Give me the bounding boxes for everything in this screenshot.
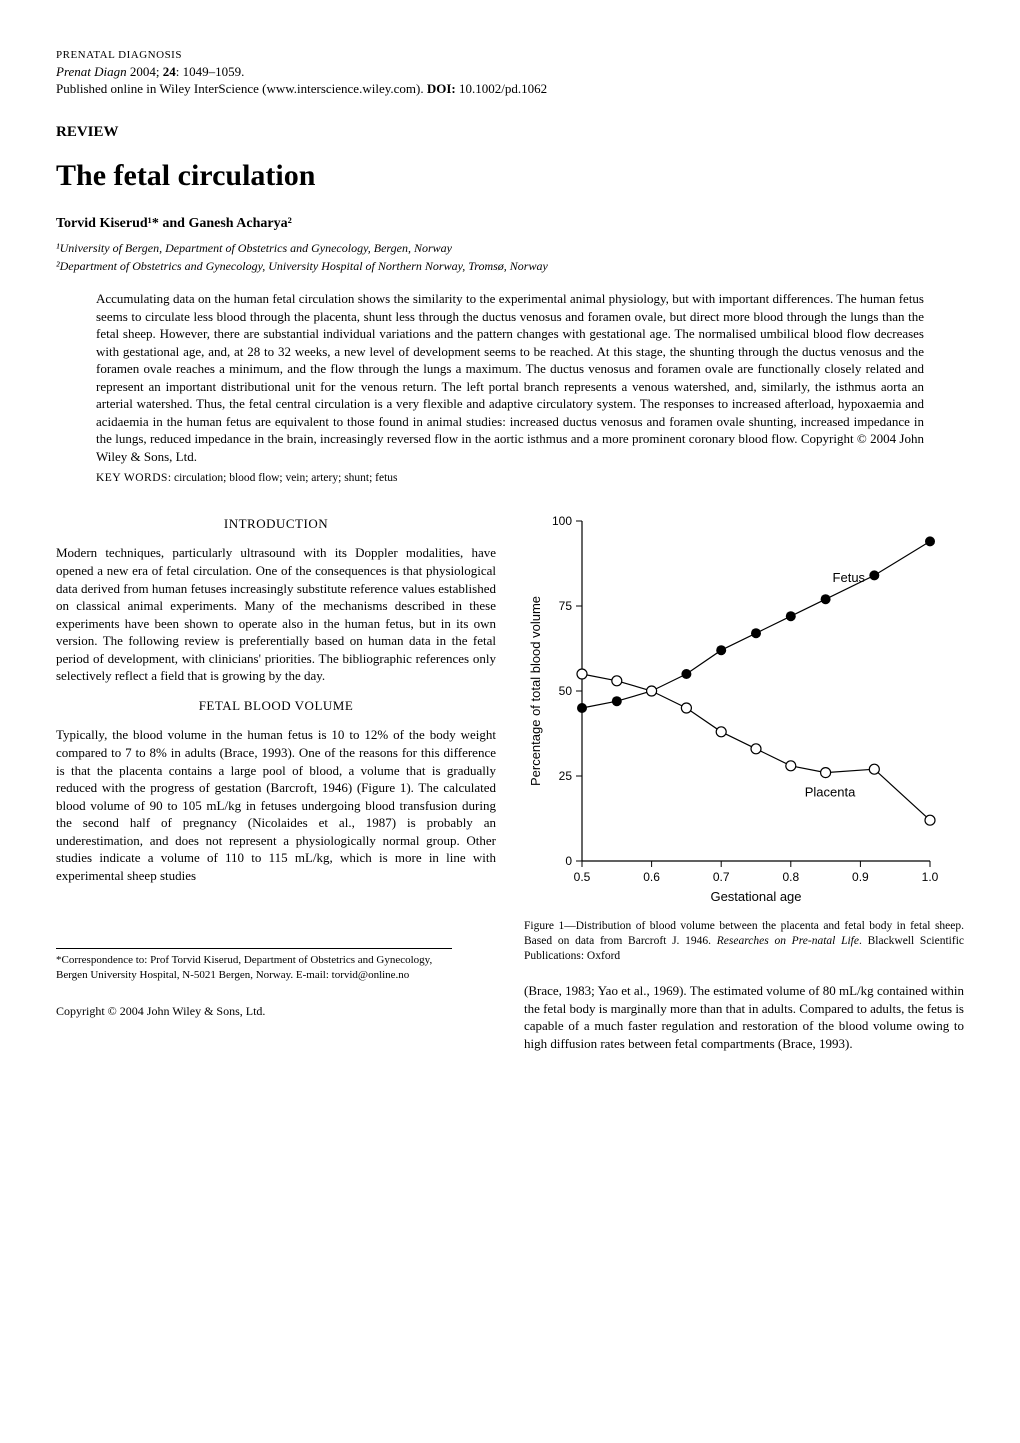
fetal-blood-volume-paragraph: Typically, the blood volume in the human… <box>56 726 496 884</box>
publication-line: Published online in Wiley InterScience (… <box>56 80 964 98</box>
svg-text:Fetus: Fetus <box>833 570 866 585</box>
journal-citation: Prenat Diagn 2004; 24: 1049–1059. <box>56 63 964 81</box>
figure-1-chart: 0.5 0.6 0.7 0.8 0.9 1.0 0 25 50 75 100 Gestational … <box>524 509 944 909</box>
keywords-text: : circulation; blood flow; vein; artery;… <box>168 472 398 484</box>
svg-text:1.0: 1.0 <box>922 870 939 884</box>
affiliation-2: ²Department of Obstetrics and Gynecology… <box>56 258 964 274</box>
figure-1-caption: Figure 1—Distribution of blood volume be… <box>524 919 964 964</box>
copyright-footer: Copyright © 2004 John Wiley & Sons, Ltd. <box>56 1003 496 1019</box>
svg-text:0.8: 0.8 <box>782 870 799 884</box>
affiliation-1: ¹University of Bergen, Department of Obs… <box>56 240 964 256</box>
fetal-blood-volume-heading: FETAL BLOOD VOLUME <box>56 697 496 715</box>
correspondence-footnote: *Correspondence to: Prof Torvid Kiserud,… <box>56 948 452 983</box>
right-column: 0.5 0.6 0.7 0.8 0.9 1.0 0 25 50 75 100 Gestational … <box>524 505 964 1065</box>
figure-1-caption-italic: Researches on Pre-natal Life <box>717 935 859 947</box>
keywords: KEY WORDS: circulation; blood flow; vein… <box>96 471 924 487</box>
journal-name-italic: Prenat Diagn <box>56 64 127 79</box>
article-title: The fetal circulation <box>56 156 964 197</box>
svg-text:0.5: 0.5 <box>574 870 591 884</box>
introduction-paragraph: Modern techniques, particularly ultrasou… <box>56 544 496 684</box>
body-columns: INTRODUCTION Modern techniques, particul… <box>56 505 964 1065</box>
authors: Torvid Kiserud¹* and Ganesh Acharya² <box>56 215 964 234</box>
svg-text:0: 0 <box>565 854 572 868</box>
journal-pages: : 1049–1059. <box>176 64 245 79</box>
svg-text:50: 50 <box>559 684 573 698</box>
abstract: Accumulating data on the human fetal cir… <box>96 290 924 465</box>
left-column: INTRODUCTION Modern techniques, particul… <box>56 505 496 1065</box>
svg-text:0.6: 0.6 <box>643 870 660 884</box>
svg-text:0.9: 0.9 <box>852 870 869 884</box>
journal-volume: 24 <box>163 64 176 79</box>
review-label: REVIEW <box>56 122 964 142</box>
publication-text: Published online in Wiley InterScience (… <box>56 81 427 96</box>
svg-text:25: 25 <box>559 769 573 783</box>
right-column-paragraph: (Brace, 1983; Yao et al., 1969). The est… <box>524 982 964 1052</box>
journal-name-caps: PRENATAL DIAGNOSIS <box>56 48 964 63</box>
introduction-heading: INTRODUCTION <box>56 515 496 533</box>
keywords-label: KEY WORDS <box>96 472 168 484</box>
figure-1: 0.5 0.6 0.7 0.8 0.9 1.0 0 25 50 75 100 Gestational … <box>524 509 964 964</box>
svg-text:Placenta: Placenta <box>805 784 856 799</box>
journal-year: 2004; <box>130 64 160 79</box>
svg-text:Percentage of total blood volu: Percentage of total blood volume <box>528 596 543 786</box>
doi-value: 10.1002/pd.1062 <box>456 81 547 96</box>
doi-label: DOI: <box>427 81 456 96</box>
svg-text:100: 100 <box>552 514 572 528</box>
svg-text:Gestational age: Gestational age <box>710 889 801 904</box>
svg-text:0.7: 0.7 <box>713 870 730 884</box>
journal-header: PRENATAL DIAGNOSIS Prenat Diagn 2004; 24… <box>56 48 964 98</box>
svg-text:75: 75 <box>559 599 573 613</box>
